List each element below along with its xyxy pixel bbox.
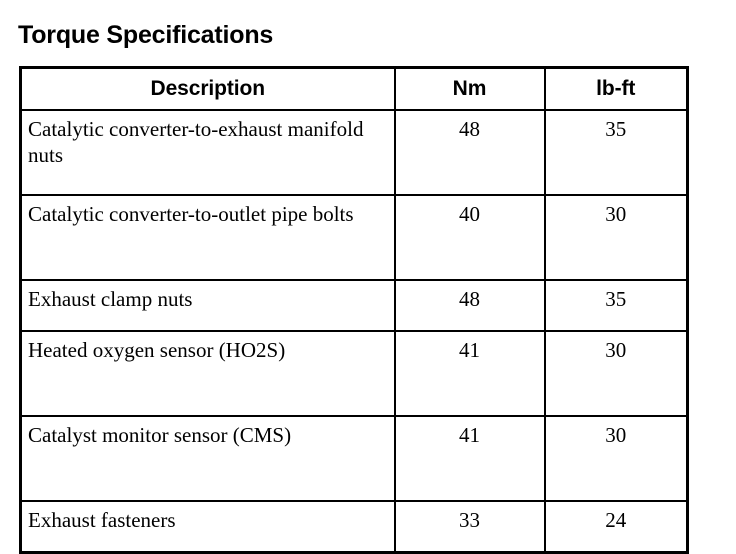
cell-lb-ft: 30 bbox=[543, 194, 689, 281]
page-title: Torque Specifications bbox=[18, 21, 274, 49]
table-row: Exhaust clamp nuts 48 35 bbox=[19, 279, 689, 332]
cell-nm: 41 bbox=[393, 330, 546, 417]
cell-nm: 33 bbox=[393, 500, 546, 554]
cell-nm: 41 bbox=[393, 415, 546, 502]
cell-lb-ft: 24 bbox=[543, 500, 689, 554]
table-row: Catalytic converter-to-outlet pipe bolts… bbox=[19, 194, 689, 281]
cell-description: Catalytic converter-to-outlet pipe bolts bbox=[19, 194, 396, 281]
cell-nm: 48 bbox=[393, 279, 546, 332]
cell-lb-ft: 35 bbox=[543, 279, 689, 332]
cell-description: Heated oxygen sensor (HO2S) bbox=[19, 330, 396, 417]
table-header: Description Nm lb-ft bbox=[19, 66, 689, 111]
column-header-description: Description bbox=[19, 66, 396, 111]
column-header-lb-ft: lb-ft bbox=[543, 66, 689, 111]
table-row: Catalytic converter-to-exhaust manifold … bbox=[19, 109, 689, 196]
table-body: Catalytic converter-to-exhaust manifold … bbox=[19, 109, 689, 554]
cell-lb-ft: 35 bbox=[543, 109, 689, 196]
cell-lb-ft: 30 bbox=[543, 415, 689, 502]
table-row: Catalyst monitor sensor (CMS) 41 30 bbox=[19, 415, 689, 502]
cell-nm: 40 bbox=[393, 194, 546, 281]
cell-description: Exhaust clamp nuts bbox=[19, 279, 396, 332]
column-header-nm: Nm bbox=[393, 66, 546, 111]
cell-lb-ft: 30 bbox=[543, 330, 689, 417]
cell-description: Exhaust fasteners bbox=[19, 500, 396, 554]
table-row: Heated oxygen sensor (HO2S) 41 30 bbox=[19, 330, 689, 417]
cell-description: Catalytic converter-to-exhaust manifold … bbox=[19, 109, 396, 196]
torque-specifications-table: Description Nm lb-ft Catalytic converter… bbox=[19, 66, 689, 554]
table-row: Exhaust fasteners 33 24 bbox=[19, 500, 689, 554]
torque-specifications-table-container: Description Nm lb-ft Catalytic converter… bbox=[19, 66, 689, 554]
cell-nm: 48 bbox=[393, 109, 546, 196]
table-header-row: Description Nm lb-ft bbox=[19, 66, 689, 111]
cell-description: Catalyst monitor sensor (CMS) bbox=[19, 415, 396, 502]
